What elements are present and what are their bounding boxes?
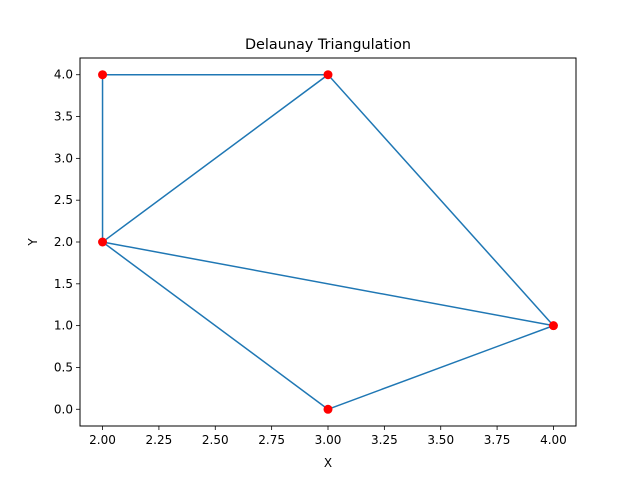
x-tick-label: 3.00 [315,433,342,447]
x-tick-label: 2.00 [89,433,116,447]
vertex-point-3 [548,321,558,331]
triangulation-edge-2 [101,73,330,244]
y-tick-label: 3.0 [54,151,73,165]
y-tick-label: 3.5 [54,110,73,124]
vertex-point-1 [323,70,333,80]
vertex-point-2 [98,237,108,247]
x-axis-ticks: 2.00 2.25 2.50 2.75 3.00 3.25 3.50 3.75 4.00 [89,426,567,447]
x-axis-label: X [324,456,332,470]
y-tick-label: 2.5 [54,193,73,207]
x-tick-label: 3.25 [371,433,398,447]
points-layer [98,70,558,414]
x-tick-label: 4.00 [540,433,567,447]
edges-layer [101,73,555,411]
y-tick-label: 2.0 [54,235,73,249]
y-tick-label: 1.5 [54,277,73,291]
chart-title: Delaunay Triangulation [245,37,411,53]
x-tick-label: 3.75 [484,433,511,447]
x-tick-label: 2.75 [258,433,285,447]
y-tick-label: 4.0 [54,68,73,82]
triangulation-edge-5 [101,240,330,411]
y-tick-label: 1.0 [54,319,73,333]
y-axis-label: Y [26,238,40,247]
y-tick-label: 0.5 [54,360,73,374]
x-tick-label: 2.50 [202,433,229,447]
x-tick-label: 2.25 [146,433,173,447]
y-tick-label: 0.0 [54,402,73,416]
plot-frame [79,57,577,427]
y-axis-ticks: 0.0 0.5 1.0 1.5 2.0 2.5 3.0 3.5 4.0 [54,68,80,416]
triangulation-edge-4 [101,241,555,327]
triangulation-edge-3 [326,73,555,327]
vertex-point-0 [98,70,108,80]
triangulation-edge-6 [327,324,555,411]
vertex-point-4 [323,404,333,414]
x-tick-label: 3.50 [427,433,454,447]
